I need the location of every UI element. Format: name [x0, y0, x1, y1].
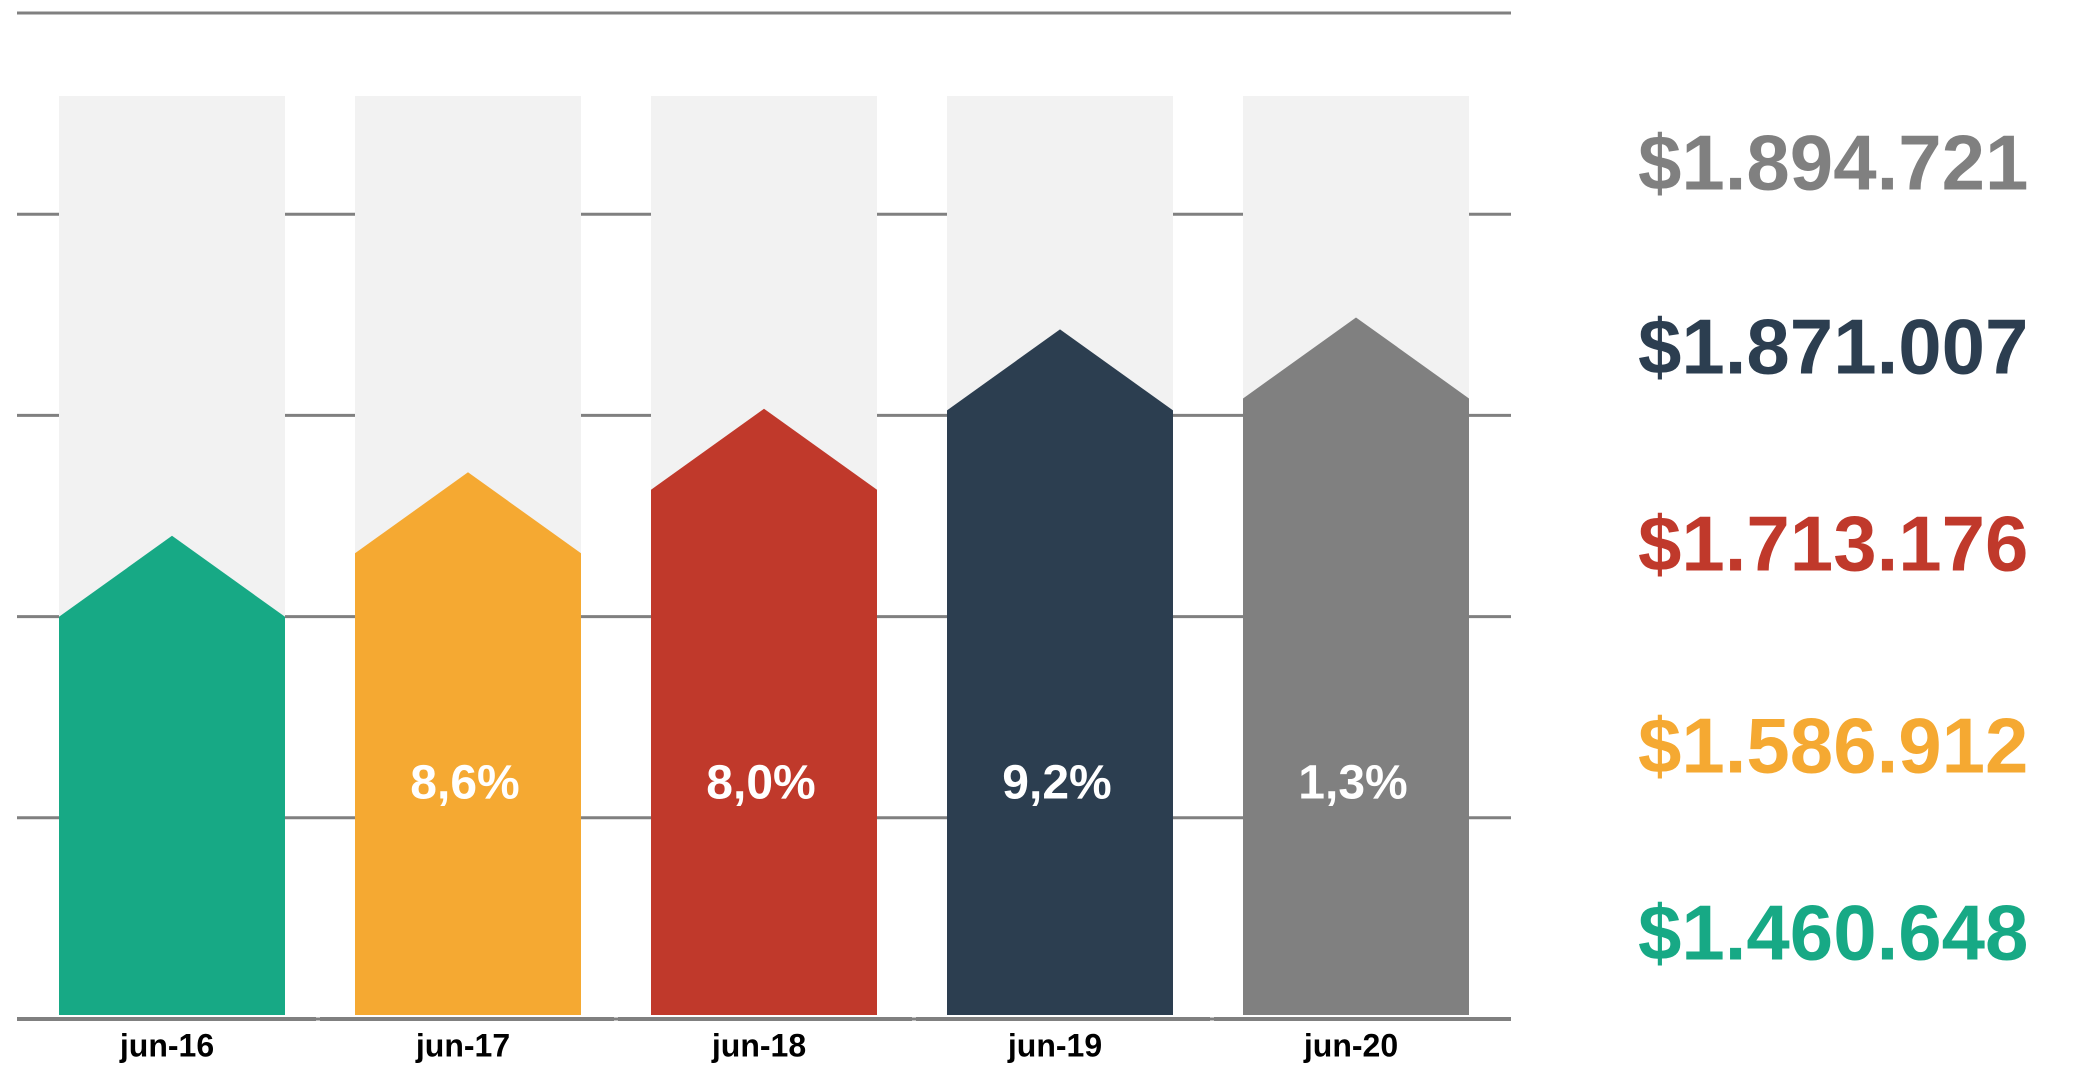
growth-label: 1,3% — [1298, 757, 1407, 810]
value-label: $1.586.912 — [1638, 702, 2028, 790]
value-label: $1.871.007 — [1638, 303, 2028, 391]
growth-label: 8,6% — [410, 757, 519, 810]
value-label: $1.460.648 — [1638, 889, 2028, 977]
bar — [59, 535, 285, 1015]
bar — [355, 472, 581, 1015]
value-label: $1.713.176 — [1638, 500, 2028, 588]
bar — [947, 329, 1173, 1015]
growth-label: 8,0% — [706, 757, 815, 810]
bar — [651, 408, 877, 1015]
x-tick-label: jun-17 — [415, 1027, 510, 1063]
x-tick-label: jun-16 — [119, 1027, 214, 1063]
x-tick-label: jun-18 — [711, 1027, 806, 1063]
x-tick-label: jun-19 — [1007, 1027, 1102, 1063]
value-label: $1.894.721 — [1638, 119, 2028, 207]
growth-label: 9,2% — [1002, 757, 1111, 810]
x-tick-label: jun-20 — [1303, 1027, 1398, 1063]
bar — [1243, 317, 1469, 1015]
